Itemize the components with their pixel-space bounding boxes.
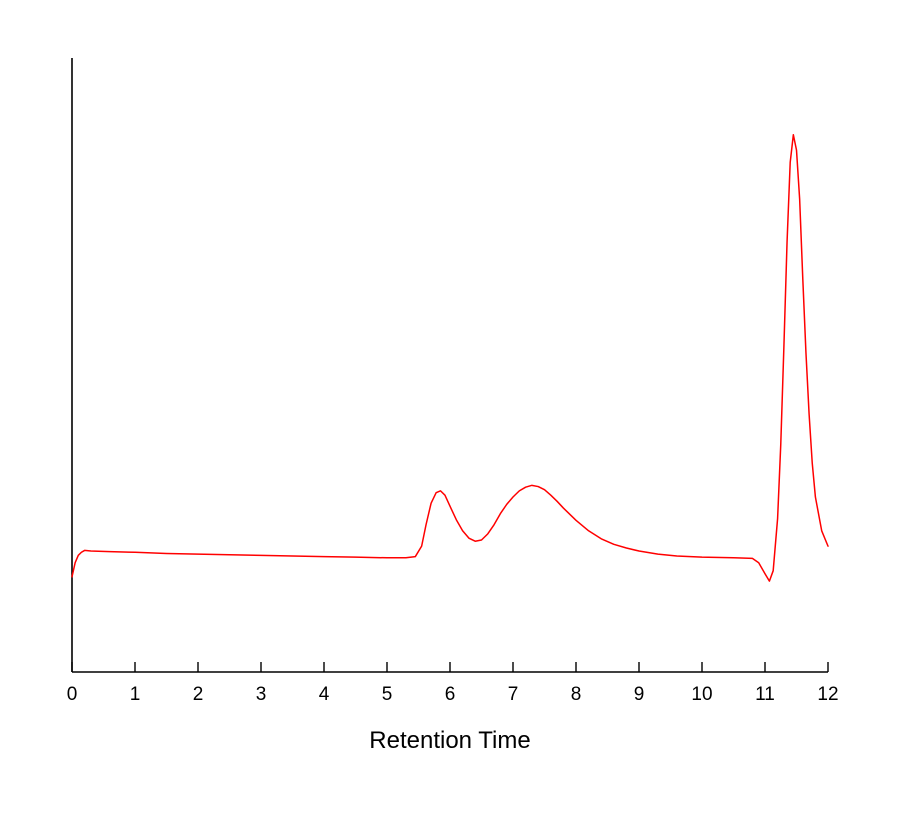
x-tick-label: 5	[382, 684, 393, 705]
plot-area: 0 1 2 3 4 5 6 7 8 9 10 11 12	[67, 58, 839, 705]
x-tick-label: 0	[67, 684, 78, 705]
x-tick-label: 12	[817, 684, 838, 705]
x-tick-label: 1	[130, 684, 141, 705]
x-tick-label: 3	[256, 684, 267, 705]
x-tick-label: 10	[691, 684, 712, 705]
x-tick-label: 7	[508, 684, 519, 705]
x-tick-label: 2	[193, 684, 204, 705]
x-tick-label: 8	[571, 684, 582, 705]
x-tick-label: 11	[755, 684, 775, 705]
x-tick-label: 6	[445, 684, 456, 705]
x-ticks: 0 1 2 3 4 5 6 7 8 9 10 11 12	[67, 662, 839, 705]
series-line	[71, 134, 829, 582]
x-tick-label: 4	[319, 684, 330, 705]
series-group	[71, 134, 829, 582]
x-axis-title: Retention Time	[369, 727, 530, 754]
x-tick-label: 9	[634, 684, 645, 705]
